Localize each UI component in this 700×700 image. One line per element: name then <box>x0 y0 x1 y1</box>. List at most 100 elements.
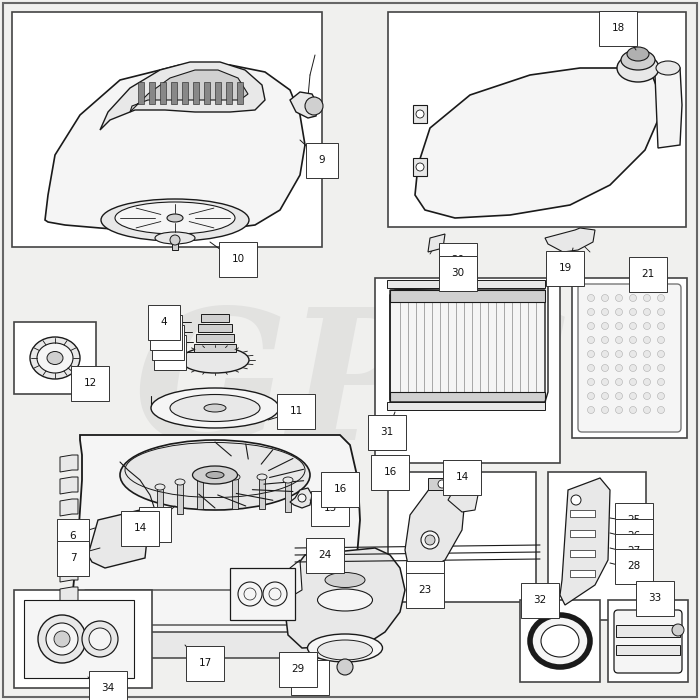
Polygon shape <box>448 482 478 512</box>
Circle shape <box>601 407 608 414</box>
Text: 16: 16 <box>384 467 397 477</box>
Circle shape <box>657 379 664 386</box>
Polygon shape <box>545 228 595 252</box>
Circle shape <box>643 323 650 330</box>
Circle shape <box>416 163 424 171</box>
FancyBboxPatch shape <box>194 344 236 352</box>
Circle shape <box>672 624 684 636</box>
Circle shape <box>587 323 594 330</box>
Circle shape <box>601 295 608 302</box>
Polygon shape <box>290 92 318 118</box>
Circle shape <box>615 351 622 358</box>
Circle shape <box>571 495 581 505</box>
Polygon shape <box>290 560 302 596</box>
Circle shape <box>601 351 608 358</box>
Circle shape <box>587 407 594 414</box>
Circle shape <box>337 659 353 675</box>
Circle shape <box>615 393 622 400</box>
Polygon shape <box>405 485 465 575</box>
Ellipse shape <box>193 466 237 484</box>
FancyBboxPatch shape <box>237 82 243 104</box>
Ellipse shape <box>151 388 279 428</box>
FancyBboxPatch shape <box>198 324 232 332</box>
FancyBboxPatch shape <box>196 334 234 342</box>
Polygon shape <box>60 477 78 494</box>
Circle shape <box>629 351 636 358</box>
Circle shape <box>587 295 594 302</box>
Text: 23: 23 <box>419 585 432 595</box>
Text: 4: 4 <box>161 317 167 327</box>
Ellipse shape <box>318 589 372 611</box>
Ellipse shape <box>325 573 365 587</box>
Text: 28: 28 <box>627 561 640 571</box>
Circle shape <box>657 309 664 316</box>
Text: 18: 18 <box>611 23 624 33</box>
Text: 1: 1 <box>167 347 174 357</box>
Circle shape <box>643 337 650 344</box>
FancyBboxPatch shape <box>14 590 152 688</box>
Circle shape <box>587 379 594 386</box>
Circle shape <box>601 365 608 372</box>
Ellipse shape <box>617 54 659 82</box>
Ellipse shape <box>195 474 205 480</box>
Ellipse shape <box>181 347 249 373</box>
FancyBboxPatch shape <box>388 472 536 602</box>
Text: 6: 6 <box>70 531 76 541</box>
Text: 25: 25 <box>627 515 640 525</box>
Ellipse shape <box>204 404 226 412</box>
FancyBboxPatch shape <box>428 478 456 490</box>
FancyBboxPatch shape <box>171 82 177 104</box>
Circle shape <box>643 365 650 372</box>
Polygon shape <box>230 568 295 620</box>
Text: 9: 9 <box>318 155 326 165</box>
Ellipse shape <box>627 47 649 61</box>
Circle shape <box>643 407 650 414</box>
Polygon shape <box>80 590 348 625</box>
Circle shape <box>46 623 78 655</box>
Ellipse shape <box>530 615 590 667</box>
Circle shape <box>643 351 650 358</box>
Polygon shape <box>45 65 305 232</box>
FancyBboxPatch shape <box>182 82 188 104</box>
Polygon shape <box>100 62 265 130</box>
Polygon shape <box>60 609 78 626</box>
Ellipse shape <box>30 337 80 379</box>
Polygon shape <box>655 68 682 148</box>
Polygon shape <box>560 478 610 605</box>
Circle shape <box>657 407 664 414</box>
FancyBboxPatch shape <box>570 510 595 517</box>
Ellipse shape <box>175 479 185 485</box>
Circle shape <box>629 379 636 386</box>
Ellipse shape <box>230 474 240 480</box>
Ellipse shape <box>257 474 267 480</box>
Ellipse shape <box>37 343 73 373</box>
Polygon shape <box>88 510 148 568</box>
Circle shape <box>643 393 650 400</box>
FancyBboxPatch shape <box>390 392 545 402</box>
Ellipse shape <box>206 472 224 479</box>
FancyBboxPatch shape <box>138 82 144 104</box>
Text: 7: 7 <box>70 553 76 563</box>
Text: 29: 29 <box>291 664 304 674</box>
Circle shape <box>615 309 622 316</box>
Circle shape <box>657 323 664 330</box>
Circle shape <box>657 351 664 358</box>
FancyBboxPatch shape <box>413 105 427 123</box>
Circle shape <box>305 97 323 115</box>
Ellipse shape <box>101 199 249 241</box>
Text: 30: 30 <box>452 268 465 278</box>
Circle shape <box>38 615 86 663</box>
FancyBboxPatch shape <box>387 280 545 288</box>
Circle shape <box>587 337 594 344</box>
Text: 12: 12 <box>83 378 97 388</box>
Ellipse shape <box>283 477 293 483</box>
Circle shape <box>82 621 118 657</box>
Ellipse shape <box>621 50 655 70</box>
Polygon shape <box>290 488 312 508</box>
Polygon shape <box>390 290 545 400</box>
Ellipse shape <box>170 395 260 421</box>
Circle shape <box>643 309 650 316</box>
FancyBboxPatch shape <box>570 530 595 537</box>
FancyBboxPatch shape <box>160 82 166 104</box>
Text: 13: 13 <box>323 503 337 513</box>
